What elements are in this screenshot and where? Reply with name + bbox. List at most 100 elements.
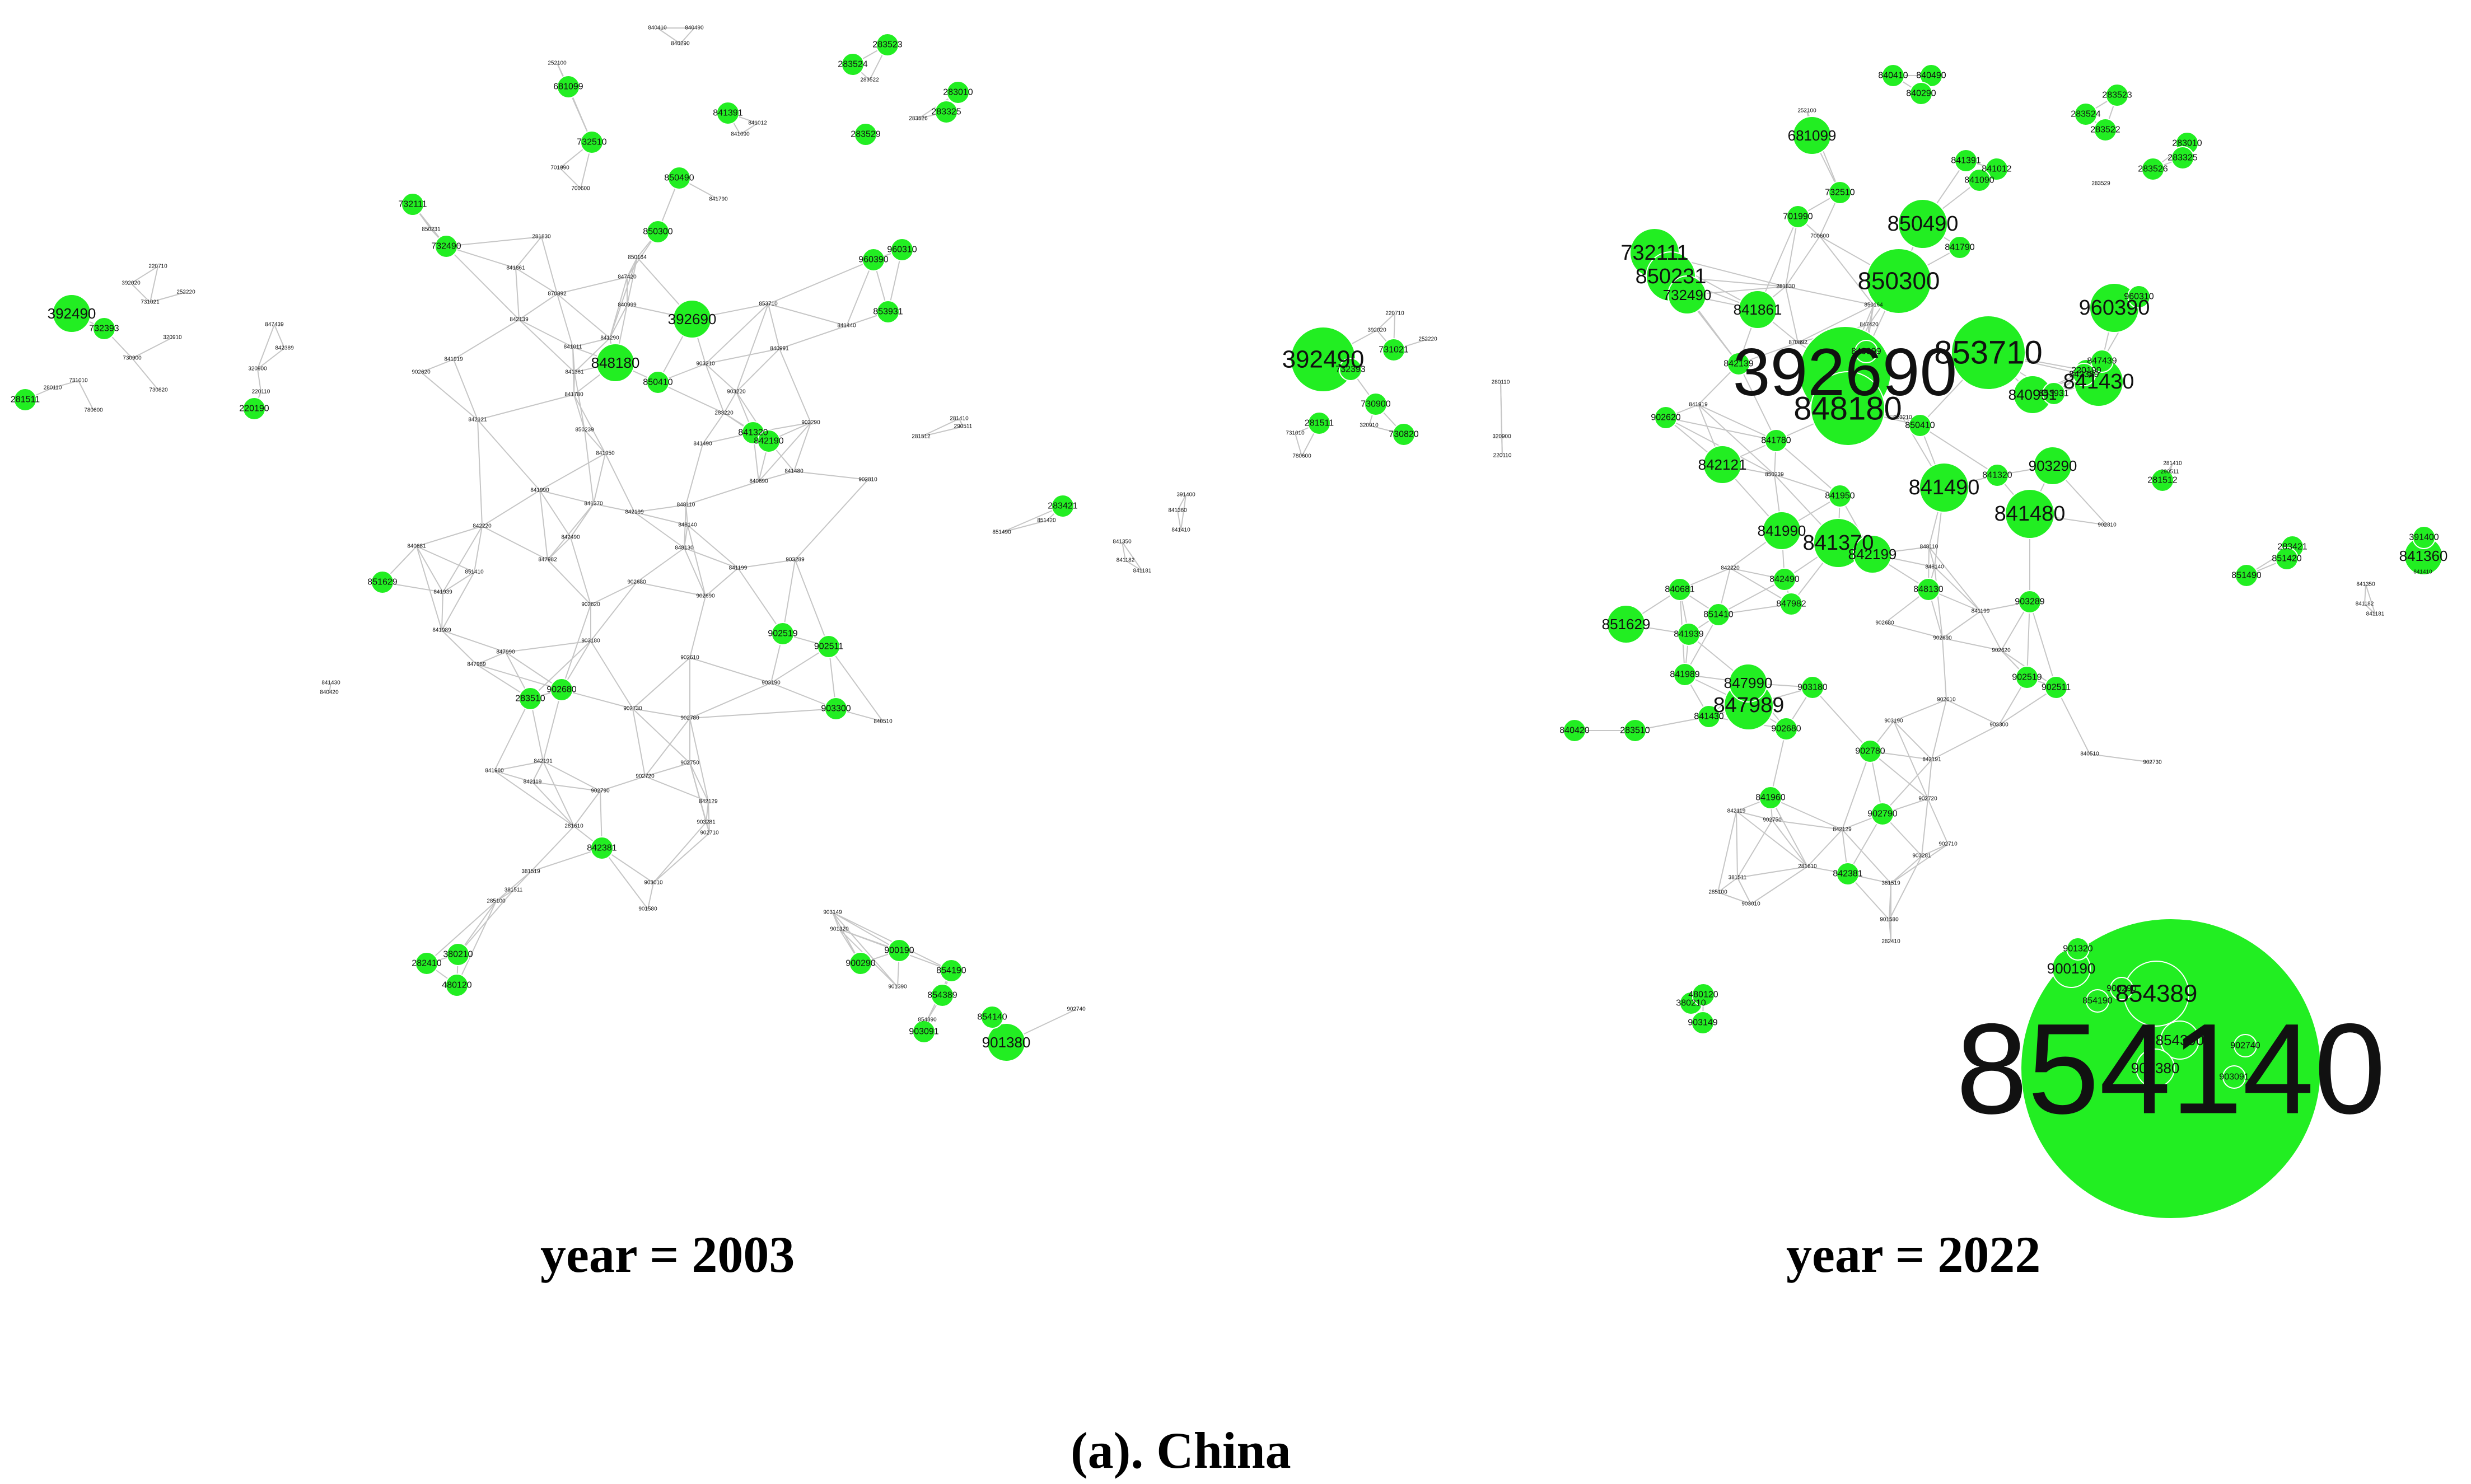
network-node-902519 <box>771 622 795 645</box>
node-label-841320: 841320 <box>1982 471 2012 480</box>
network-edge <box>689 762 709 802</box>
node-label-841012: 841012 <box>748 120 767 127</box>
network-edge <box>632 657 690 709</box>
network-edge <box>1750 866 1808 905</box>
network-node-840999 <box>1855 340 1878 363</box>
network-edge <box>1889 919 1891 942</box>
node-label-840290: 840290 <box>671 41 690 47</box>
node-label-283421: 283421 <box>2277 542 2307 552</box>
network-edge <box>1893 699 1947 722</box>
node-label-841090: 841090 <box>731 132 750 138</box>
node-label-283421: 283421 <box>1048 502 1077 511</box>
node-label-902620: 902620 <box>1992 648 2011 654</box>
network-edge <box>1842 751 1871 830</box>
network-edge <box>832 912 898 987</box>
node-label-290511: 290511 <box>954 424 973 430</box>
node-label-841011: 841011 <box>564 344 582 350</box>
network-node-392690 <box>672 299 712 339</box>
network-node-900290 <box>849 952 872 975</box>
network-edge <box>416 526 483 547</box>
node-label-841780: 841780 <box>564 392 583 398</box>
node-label-848110: 848110 <box>1920 544 1939 550</box>
network-edge <box>921 426 964 437</box>
network-edge <box>543 761 601 792</box>
node-label-780600: 780600 <box>1292 453 1311 460</box>
network-edge <box>1772 820 1808 867</box>
network-edge <box>1931 724 2000 760</box>
network-edge <box>426 901 497 964</box>
panel-caption-2022: year = 2022 <box>1786 1226 2041 1283</box>
node-label-285100: 285100 <box>1708 890 1727 896</box>
network-node-960390 <box>862 248 885 271</box>
network-node-850300 <box>1866 248 1932 314</box>
network-edge <box>634 504 686 513</box>
node-label-841950: 841950 <box>1825 491 1855 501</box>
network-edge <box>1890 855 1922 884</box>
network-node-283529 <box>854 123 877 146</box>
network-edge <box>1931 699 1947 760</box>
node-label-252220: 252220 <box>176 289 195 296</box>
network-edge <box>1785 286 1874 306</box>
network-edge <box>574 372 585 430</box>
node-label-850231: 850231 <box>1636 265 1707 288</box>
node-label-903290: 903290 <box>2029 457 2077 474</box>
network-node-900190 <box>887 939 911 962</box>
network-edge <box>543 761 574 827</box>
network-node-851490 <box>2235 564 2258 587</box>
network-node-392490 <box>52 294 91 333</box>
network-edge <box>476 664 562 690</box>
network-edge <box>1889 855 1922 920</box>
network-node-901320 <box>2066 937 2090 961</box>
node-label-842389: 842389 <box>275 345 294 352</box>
node-label-903220: 903220 <box>727 389 746 395</box>
node-label-841361: 841361 <box>565 369 584 376</box>
node-label-283526: 283526 <box>2138 165 2168 174</box>
network-edge <box>1665 417 1777 441</box>
network-node-841320 <box>1986 464 2009 487</box>
node-label-220190: 220190 <box>2071 366 2101 376</box>
node-label-903190: 903190 <box>762 680 781 686</box>
network-edge <box>689 718 709 802</box>
network-edge <box>758 422 811 482</box>
node-label-901390: 901390 <box>888 984 907 990</box>
network-edge <box>477 419 483 527</box>
network-edge <box>632 708 646 777</box>
node-label-281511: 281511 <box>1305 419 1334 428</box>
node-label-841360: 841360 <box>2399 547 2448 564</box>
network-edge <box>636 547 685 583</box>
network-edge <box>559 167 581 189</box>
node-label-902680: 902680 <box>1771 724 1801 734</box>
network-edge <box>644 718 690 777</box>
network-edge <box>1736 811 1738 878</box>
node-label-732490: 732490 <box>431 242 461 251</box>
network-node-681099 <box>557 75 580 99</box>
network-edge <box>573 394 606 454</box>
node-label-851420: 851420 <box>2272 554 2301 564</box>
edge-layer-2003 <box>25 27 1187 1043</box>
network-edge <box>539 490 571 538</box>
node-label-283524: 283524 <box>838 60 867 69</box>
network-edge <box>1785 236 1820 287</box>
network-edge <box>446 246 516 269</box>
network-node-841480 <box>2005 489 2055 539</box>
node-label-320910: 320910 <box>1360 423 1379 429</box>
network-edge <box>543 689 562 762</box>
network-edge <box>530 640 591 699</box>
network-edge <box>1934 567 1981 612</box>
node-label-960310: 960310 <box>2124 292 2154 302</box>
node-label-285100: 285100 <box>487 898 506 905</box>
network-node-853931 <box>2042 382 2066 405</box>
node-label-841290: 841290 <box>600 335 619 341</box>
network-edge <box>1718 579 1785 615</box>
network-node-841780 <box>1764 429 1788 452</box>
node-label-841861: 841861 <box>1734 301 1782 318</box>
network-node-903149 <box>1691 1011 1715 1034</box>
node-label-842381: 842381 <box>587 844 616 853</box>
node-label-841919: 841919 <box>444 357 463 363</box>
node-label-392020: 392020 <box>122 280 141 287</box>
node-label-901580: 901580 <box>1880 917 1899 923</box>
network-edge <box>737 559 796 569</box>
node-label-903010: 903010 <box>1741 901 1760 907</box>
network-edge <box>705 303 769 364</box>
